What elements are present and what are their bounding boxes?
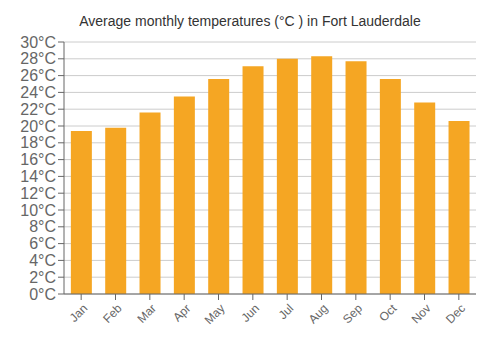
svg-text:10°C: 10°C [20, 202, 56, 219]
svg-text:Nov: Nov [409, 301, 434, 326]
svg-text:8°C: 8°C [29, 218, 56, 235]
svg-text:12°C: 12°C [20, 185, 56, 202]
svg-text:0°C: 0°C [29, 286, 56, 303]
svg-text:14°C: 14°C [20, 168, 56, 185]
svg-text:20°C: 20°C [20, 118, 56, 135]
svg-text:Feb: Feb [100, 301, 125, 326]
svg-text:Jul: Jul [276, 301, 297, 322]
svg-text:18°C: 18°C [20, 134, 56, 151]
svg-text:Jan: Jan [67, 301, 91, 325]
svg-text:26°C: 26°C [20, 67, 56, 84]
html-text:Average monthly temperatures (: Average monthly temperatures (°C ) in Fo… [79, 13, 421, 29]
svg-text:6°C: 6°C [29, 235, 56, 252]
svg-text:Aug: Aug [306, 301, 331, 326]
svg-text:Apr: Apr [170, 301, 193, 324]
svg-text:Oct: Oct [376, 301, 400, 325]
svg-text:30°C: 30°C [20, 34, 56, 51]
svg-text:4°C: 4°C [29, 252, 56, 269]
svg-text:28°C: 28°C [20, 50, 56, 67]
svg-text:Dec: Dec [443, 301, 468, 326]
svg-text:22°C: 22°C [20, 101, 56, 118]
svg-text:Mar: Mar [135, 301, 160, 326]
svg-text:May: May [202, 301, 228, 327]
svg-text:2°C: 2°C [29, 269, 56, 286]
svg-text:16°C: 16°C [20, 151, 56, 168]
svg-text:Jun: Jun [238, 301, 262, 325]
svg-text:Sep: Sep [340, 301, 365, 326]
svg-text:24°C: 24°C [20, 84, 56, 101]
